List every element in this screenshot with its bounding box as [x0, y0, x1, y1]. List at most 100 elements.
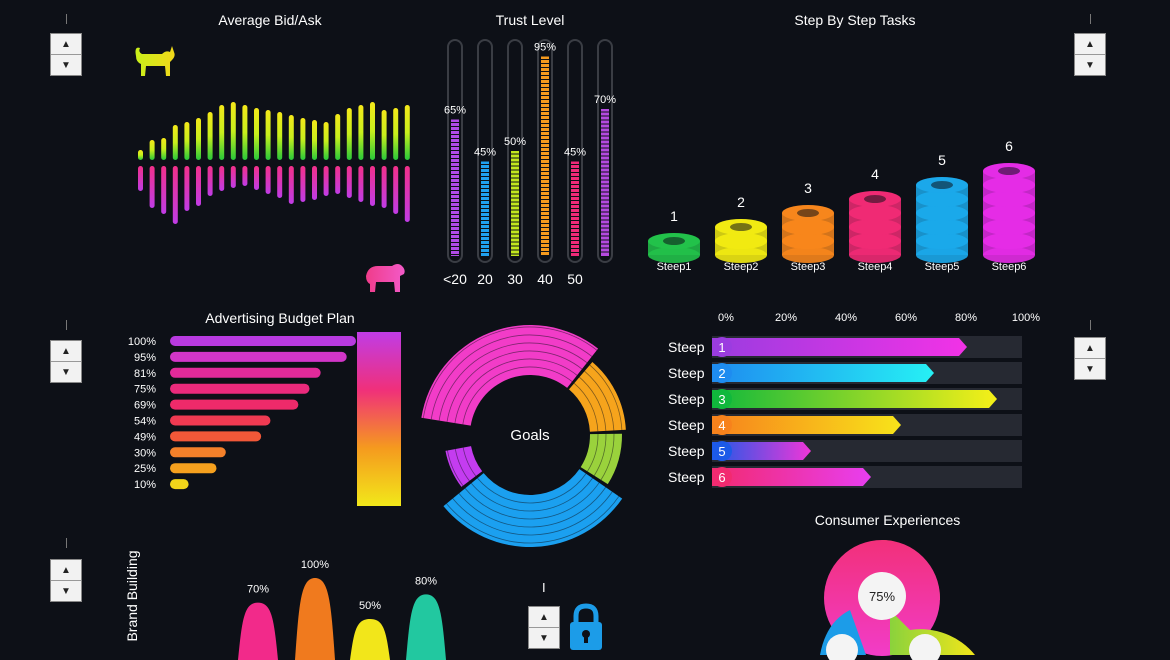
steps-number-badge [712, 389, 732, 409]
bid-bar [161, 138, 167, 160]
ad-budget-gradient-bar [357, 332, 401, 506]
ad-budget-bar [170, 479, 189, 490]
spinner-steps[interactable]: ▲ ▼ [1074, 33, 1106, 76]
spinner-bid-ask[interactable]: ▲ ▼ [50, 33, 82, 76]
trust-bar [541, 56, 549, 256]
brand-peak [238, 602, 278, 660]
ad-budget-title: Advertising Budget Plan [205, 310, 355, 326]
ask-bar [381, 166, 387, 208]
steps-axis-label: 80% [955, 312, 977, 324]
step-label: Steep1 [657, 261, 692, 273]
ask-bar [172, 166, 178, 224]
trust-tick-label: 40 [537, 271, 553, 287]
steps-number-badge [712, 467, 732, 487]
bid-bar [393, 108, 399, 160]
steps-number: 2 [718, 366, 725, 381]
spinner-up-button[interactable]: ▲ [61, 564, 71, 576]
spinner-up-button[interactable]: ▲ [539, 611, 549, 623]
step-number: 1 [670, 208, 678, 224]
ask-bar [265, 166, 271, 194]
spinner-down-button[interactable]: ▼ [51, 54, 81, 75]
bid-bar [346, 108, 352, 160]
steps-bar [712, 442, 811, 460]
trust-track [537, 39, 553, 263]
steps-number-badge [712, 441, 732, 461]
spinner-down-button[interactable]: ▼ [1075, 358, 1105, 379]
ask-bar [230, 166, 236, 188]
ad-budget-bar [170, 351, 347, 362]
ask-bar [184, 166, 190, 211]
spinner-down-button[interactable]: ▼ [529, 627, 559, 648]
bid-bar [172, 125, 178, 160]
spinner-up-button[interactable]: ▲ [61, 38, 71, 50]
spinner-lock[interactable]: ▲ ▼ [528, 606, 560, 649]
lock-icon [570, 603, 602, 650]
bid-bar [265, 110, 271, 160]
spinner-ad-budget[interactable]: ▲ ▼ [50, 340, 82, 383]
step-label: Steep3 [791, 261, 826, 273]
ask-bar [161, 166, 167, 214]
ask-bar [207, 166, 213, 196]
steps-number: 5 [718, 444, 725, 459]
trust-value-label: 95% [534, 42, 556, 54]
steps-chart: 1 Steep1 2 Steep2 3 Steep3 4 Steep4 5 Steep5 6 Stee… [648, 138, 1035, 273]
ask-bar [196, 166, 201, 206]
ad-budget-label: 100% [128, 336, 156, 348]
bid-bar [358, 105, 364, 160]
spinner-up-button[interactable]: ▲ [61, 345, 71, 357]
step-label: Steep5 [925, 261, 960, 273]
ask-bar [335, 166, 341, 194]
ask-bar [300, 166, 306, 202]
spinner-brand[interactable]: ▲ ▼ [50, 559, 82, 602]
trust-tick-label: 30 [507, 271, 523, 287]
trust-track [507, 39, 523, 263]
steps-row-label: Steep [668, 365, 705, 381]
trust-bar [601, 109, 609, 256]
steps-number: 4 [718, 418, 725, 433]
steps-bar [712, 468, 871, 486]
ask-bar [404, 166, 410, 222]
brand-peak [295, 578, 335, 660]
trust-value-label: 45% [474, 147, 496, 159]
ad-budget-label: 81% [134, 368, 156, 380]
steps-axis-label: 20% [775, 312, 797, 324]
spinner-tick [66, 14, 67, 24]
ad-budget-label: 54% [134, 416, 156, 428]
ask-bar [242, 166, 248, 186]
trust-value-label: 45% [564, 147, 586, 159]
spinner-down-button[interactable]: ▼ [51, 361, 81, 382]
steps-row-label: Steep [668, 391, 705, 407]
bid-ask-title: Average Bid/Ask [218, 12, 322, 28]
ad-budget-bar [170, 431, 262, 442]
spinner-down-button[interactable]: ▼ [51, 580, 81, 601]
ad-budget-bar [170, 383, 310, 394]
steps-row-label: Steep [668, 443, 705, 459]
bid-bar [242, 105, 248, 160]
spinner-up-button[interactable]: ▲ [1085, 38, 1095, 50]
spinner-steps-bars[interactable]: ▲ ▼ [1074, 337, 1106, 380]
brand-value-label: 80% [415, 575, 437, 587]
bid-bar [288, 115, 294, 160]
consumer-center [858, 572, 906, 620]
steps-number: 6 [718, 470, 725, 485]
ad-budget-chart: 100% 95% 81% 75% 69% 54% 49% 30% 25% 10% [128, 332, 401, 506]
spinner-down-button[interactable]: ▼ [1075, 54, 1105, 75]
trust-track [597, 39, 613, 263]
ad-budget-label: 30% [134, 447, 156, 459]
bid-bar [404, 105, 410, 160]
spinner-up-button[interactable]: ▲ [1085, 342, 1095, 354]
bid-bar [277, 112, 283, 160]
ad-budget-label: 25% [134, 463, 156, 475]
steps-row-label: Steep [668, 469, 705, 485]
trust-value-label: 65% [444, 105, 466, 117]
bid-bar [230, 102, 236, 160]
trust-track [567, 39, 583, 263]
brand-peak [406, 594, 446, 660]
ad-budget-bar [170, 463, 217, 474]
bid-bar [196, 118, 201, 160]
ad-budget-label: 75% [134, 384, 156, 396]
bull-icon [135, 46, 175, 76]
trust-value-label: 50% [504, 136, 526, 148]
spinner-tick [1090, 14, 1091, 24]
steps-number: 1 [718, 340, 725, 355]
